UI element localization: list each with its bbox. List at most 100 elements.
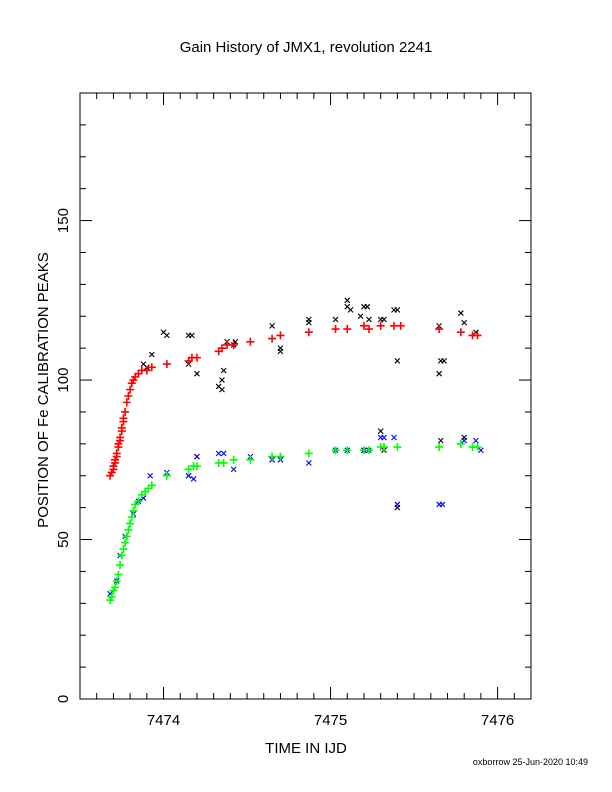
data-point (343, 446, 352, 455)
data-point (117, 423, 126, 432)
data-point (435, 325, 444, 334)
data-point (215, 450, 222, 457)
data-point (347, 306, 354, 313)
data-point (116, 561, 125, 570)
data-point (439, 501, 446, 508)
data-point (124, 525, 133, 534)
data-point (364, 325, 373, 334)
data-point (277, 348, 284, 355)
data-point (117, 551, 126, 560)
data-point (332, 316, 339, 323)
data-point (230, 466, 237, 473)
data-point (276, 331, 285, 340)
data-point (122, 532, 131, 541)
data-point (331, 325, 340, 334)
data-point (229, 340, 238, 349)
data-point (246, 337, 255, 346)
data-point (147, 363, 156, 372)
data-point (194, 370, 200, 377)
data-point (189, 332, 195, 339)
data-point (126, 385, 135, 394)
data-point (220, 450, 227, 457)
data-point (268, 452, 277, 461)
data-point (162, 471, 171, 480)
data-point (435, 443, 444, 452)
data-series (106, 439, 482, 605)
data-point (162, 360, 171, 369)
data-point (437, 437, 444, 444)
data-point (394, 501, 401, 508)
data-point (473, 443, 482, 452)
y-tick-label: 0 (55, 695, 72, 703)
data-series (107, 434, 484, 597)
data-point (124, 392, 133, 400)
data-point (192, 462, 201, 471)
data-series (140, 297, 479, 511)
data-point (229, 455, 238, 464)
data-point (391, 434, 397, 441)
data-point (461, 437, 468, 444)
data-point (376, 321, 385, 330)
data-point (381, 316, 387, 323)
data-point (112, 449, 121, 458)
data-point (107, 592, 116, 601)
x-tick-label: 7475 (314, 712, 347, 729)
data-point (219, 458, 228, 467)
data-markers (106, 297, 484, 605)
y-tick-label: 50 (55, 531, 72, 548)
data-point (394, 306, 401, 313)
y-tick-label: 100 (55, 368, 72, 393)
footer-timestamp: oxborrow 25-Jun-2020 10:49 (472, 757, 588, 767)
plot-frame (79, 92, 532, 700)
data-point (304, 449, 313, 458)
data-point (190, 476, 197, 482)
chart-title: Gain History of JMX1, revolution 2241 (180, 39, 433, 56)
data-point (364, 303, 371, 310)
data-point (331, 446, 340, 455)
data-point (122, 398, 131, 407)
data-point (192, 353, 201, 362)
data-point (472, 437, 479, 444)
data-point (359, 321, 368, 330)
data-point (456, 439, 465, 448)
data-point (116, 433, 125, 442)
axis-tick-labels: 7474 7475 7476 0 50 100 150 (55, 208, 514, 729)
data-point (111, 583, 120, 592)
data-point (185, 472, 192, 479)
data-point (112, 576, 121, 585)
data-point (142, 366, 151, 375)
data-point (396, 321, 405, 330)
y-axis-label: POSITION OF Fe CALIBRATION PEAKS (35, 252, 52, 528)
data-point (478, 447, 484, 454)
data-point (394, 358, 401, 364)
data-point (119, 545, 128, 554)
data-point (461, 319, 468, 326)
data-point (119, 414, 128, 423)
y-tick-label: 150 (55, 208, 72, 233)
data-point (473, 331, 482, 340)
data-point (194, 453, 200, 460)
data-point (129, 506, 138, 515)
data-point (114, 570, 123, 579)
data-point (268, 334, 277, 343)
data-point (457, 310, 464, 316)
data-point (127, 513, 136, 522)
data-point (220, 367, 227, 374)
x-axis-label: TIME IN IJD (265, 740, 347, 757)
data-point (364, 446, 373, 455)
data-point (441, 358, 448, 364)
data-point (121, 538, 130, 547)
data-point (456, 328, 465, 337)
data-point (357, 313, 364, 320)
data-point (134, 497, 143, 506)
data-point (380, 443, 389, 452)
data-point (390, 321, 399, 330)
data-point (344, 297, 351, 304)
data-series (106, 321, 482, 480)
x-tick-label: 7474 (147, 712, 180, 729)
data-point (217, 344, 226, 353)
x-tick-label: 7476 (481, 712, 514, 729)
data-point (148, 351, 155, 358)
data-point (381, 434, 387, 441)
